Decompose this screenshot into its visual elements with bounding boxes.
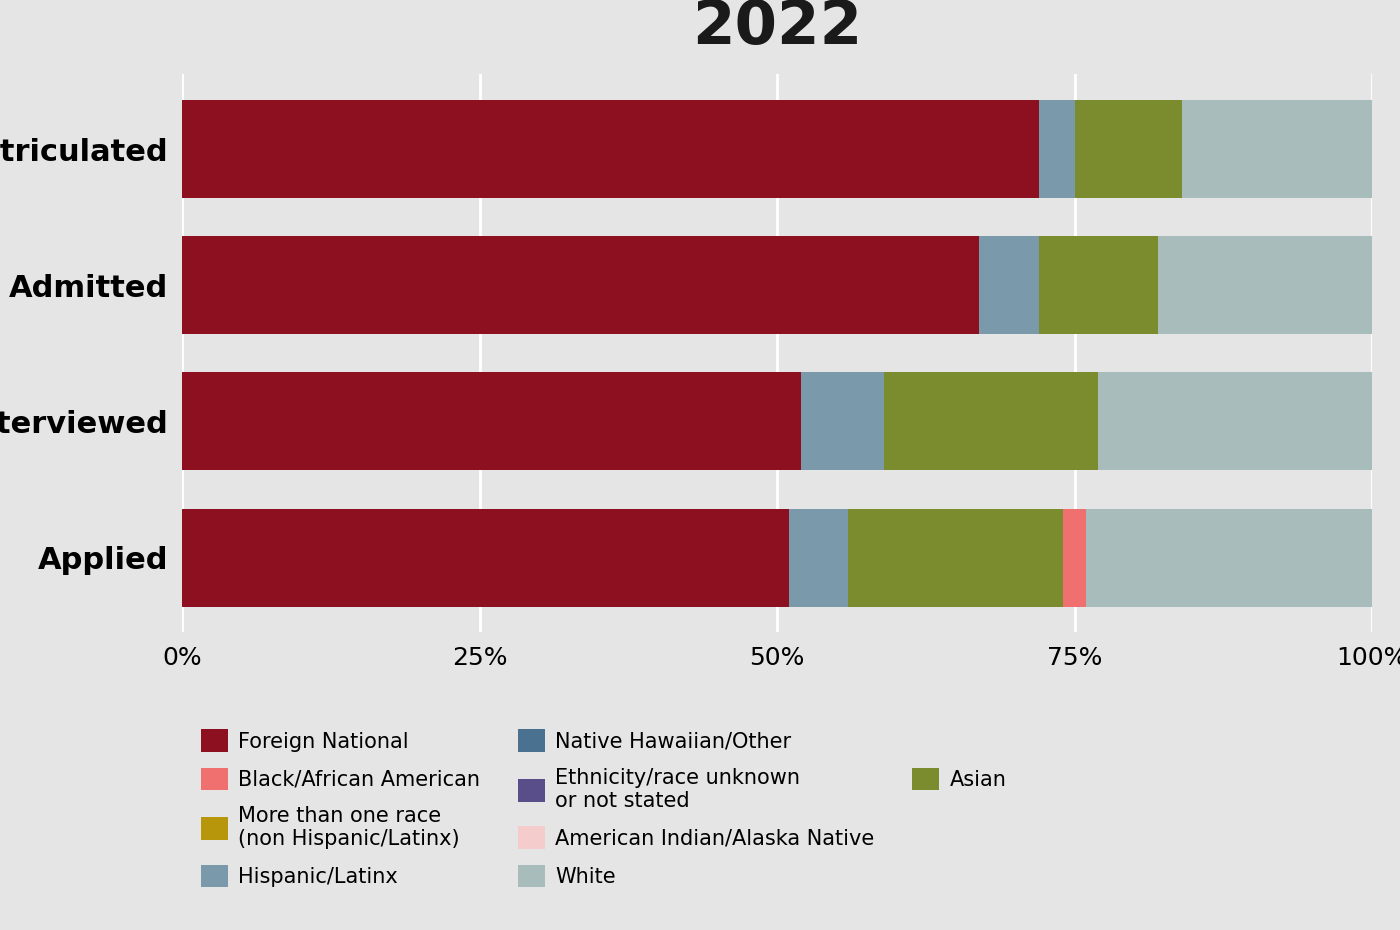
Bar	[885, 372, 1098, 471]
Bar	[182, 100, 1039, 198]
Bar	[1039, 100, 1075, 198]
Bar	[1182, 100, 1372, 198]
Bar	[1075, 100, 1182, 198]
Bar	[1039, 236, 1158, 335]
Legend: Foreign National, Black/African American, More than one race
(non Hispanic/Latin: Foreign National, Black/African American…	[192, 721, 1015, 896]
Bar	[790, 509, 848, 606]
Bar	[182, 236, 980, 335]
Bar	[848, 509, 1063, 606]
Bar	[1099, 372, 1372, 471]
Bar	[980, 236, 1039, 335]
Bar	[1158, 236, 1372, 335]
Bar	[1063, 509, 1086, 606]
Bar	[182, 509, 790, 606]
Bar	[182, 372, 801, 471]
Title: 2022: 2022	[692, 0, 862, 57]
Bar	[801, 372, 885, 471]
Bar	[1086, 509, 1372, 606]
